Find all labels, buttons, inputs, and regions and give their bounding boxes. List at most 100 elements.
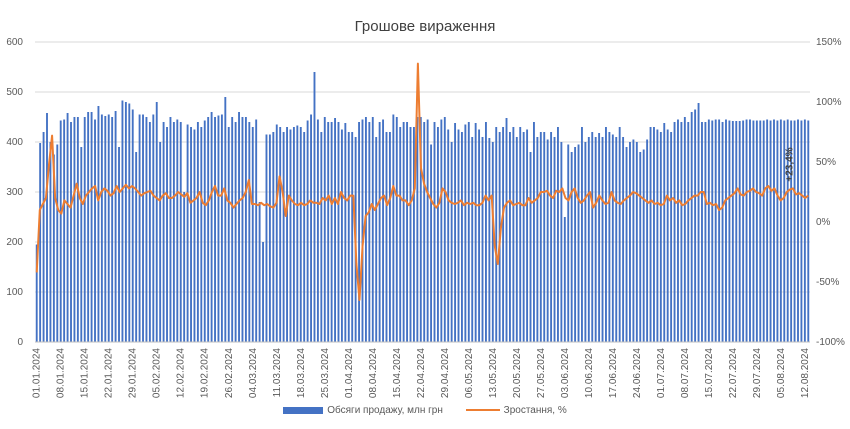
- bar: [512, 127, 515, 342]
- y-left-tick-label: 400: [6, 137, 23, 148]
- bar: [443, 117, 446, 342]
- bar: [786, 119, 789, 342]
- bar: [388, 132, 391, 342]
- bar: [265, 134, 268, 342]
- x-tick-label: 12.08.2024: [800, 348, 811, 398]
- bar: [142, 114, 144, 342]
- bar: [412, 127, 415, 342]
- bar: [286, 127, 288, 342]
- bar: [289, 129, 292, 342]
- x-tick-label: 17.06.2024: [608, 348, 619, 398]
- x-tick-label: 24.06.2024: [632, 348, 643, 398]
- legend-swatch-line: [465, 409, 500, 412]
- bar: [526, 129, 529, 342]
- bar: [779, 119, 782, 342]
- bar: [214, 117, 216, 342]
- bar: [714, 119, 717, 342]
- bar: [361, 119, 364, 342]
- y-left-tick-label: 300: [6, 187, 23, 198]
- bar: [169, 117, 172, 342]
- y-left-tick-label: 100: [6, 287, 23, 298]
- bar: [313, 72, 316, 342]
- x-tick-label: 22.01.2024: [104, 348, 115, 398]
- x-tick-label: 26.02.2024: [224, 348, 235, 398]
- bar: [145, 117, 148, 342]
- bar: [238, 112, 240, 342]
- bar: [680, 122, 683, 342]
- bar: [49, 142, 52, 342]
- bar: [111, 117, 114, 342]
- bar: [279, 127, 282, 342]
- bar: [752, 120, 755, 342]
- bar: [646, 139, 649, 342]
- bar: [138, 114, 141, 342]
- bar: [718, 119, 721, 342]
- x-tick-label: 11.03.2024: [272, 348, 283, 398]
- bar: [97, 106, 100, 342]
- bar: [193, 129, 196, 342]
- bar: [423, 122, 426, 342]
- bar: [351, 132, 354, 342]
- bar: [375, 137, 378, 342]
- bar: [797, 119, 799, 342]
- bar: [323, 117, 326, 342]
- bar: [577, 144, 580, 342]
- bar: [196, 122, 199, 342]
- bar: [183, 192, 186, 342]
- bar: [800, 120, 803, 342]
- bar: [728, 120, 731, 342]
- bar: [244, 117, 247, 342]
- x-tick-label: 15.04.2024: [392, 348, 403, 398]
- x-tick-label: 03.06.2024: [560, 348, 571, 398]
- bar: [392, 114, 395, 342]
- bar: [711, 120, 714, 342]
- y-right-tick-label: -100%: [816, 337, 845, 348]
- bar: [124, 102, 127, 342]
- bar: [584, 142, 587, 342]
- bar: [416, 117, 419, 342]
- bar: [601, 137, 604, 342]
- bar: [550, 132, 553, 342]
- bar: [262, 242, 264, 342]
- bar: [776, 120, 779, 342]
- bar: [759, 120, 762, 342]
- bar: [73, 117, 76, 342]
- bar: [701, 122, 703, 342]
- x-tick-label: 29.04.2024: [440, 348, 451, 398]
- bar: [316, 119, 319, 342]
- bar: [447, 129, 450, 342]
- bar: [567, 144, 570, 342]
- bar: [310, 114, 312, 342]
- bar: [539, 132, 542, 342]
- bar: [409, 127, 412, 342]
- bar: [591, 132, 594, 342]
- bar: [292, 127, 295, 342]
- bar: [148, 122, 151, 342]
- bar: [320, 132, 323, 342]
- bar: [39, 143, 42, 342]
- bar: [248, 122, 251, 342]
- bar: [574, 147, 577, 342]
- growth-annotation: +23,4%: [784, 147, 795, 181]
- bar: [63, 119, 66, 342]
- bar: [502, 127, 505, 342]
- y-left-tick-label: 500: [6, 87, 23, 98]
- bar: [467, 122, 470, 342]
- bar: [306, 120, 309, 342]
- bar: [745, 119, 748, 342]
- bar: [683, 117, 686, 342]
- y-left-tick-label: 0: [17, 337, 23, 348]
- bar: [131, 109, 134, 342]
- bar: [83, 117, 86, 342]
- bar: [234, 122, 237, 342]
- bar: [340, 129, 343, 342]
- bar: [231, 117, 234, 342]
- bar: [327, 122, 330, 342]
- bar: [519, 127, 522, 342]
- bar: [107, 114, 110, 342]
- y-left-tick-label: 600: [6, 37, 23, 48]
- bar: [639, 152, 642, 342]
- legend-item-growth: Зростання, %: [465, 405, 567, 416]
- bar: [478, 129, 481, 342]
